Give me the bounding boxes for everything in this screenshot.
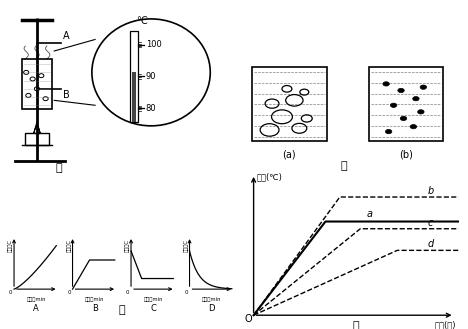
Text: (b): (b) — [399, 150, 413, 160]
Polygon shape — [34, 122, 40, 133]
Bar — [132, 72, 136, 122]
Bar — [130, 31, 138, 122]
Circle shape — [386, 129, 392, 134]
Circle shape — [417, 110, 424, 114]
Text: 温度／C: 温度／C — [66, 239, 72, 252]
Text: O: O — [245, 314, 252, 324]
Circle shape — [410, 125, 417, 129]
Text: 时间／min: 时间／min — [202, 297, 221, 302]
Text: a: a — [366, 209, 373, 219]
Text: 100: 100 — [146, 40, 161, 49]
Text: d: d — [428, 240, 434, 249]
Text: 时间／min: 时间／min — [144, 297, 163, 302]
Text: 温度／C: 温度／C — [183, 239, 189, 252]
Text: 温度(℃): 温度(℃) — [256, 172, 283, 182]
Text: 乙: 乙 — [341, 161, 347, 171]
Text: (a): (a) — [283, 150, 296, 160]
Circle shape — [400, 116, 407, 120]
Circle shape — [420, 85, 426, 89]
Text: 0: 0 — [67, 290, 71, 295]
Circle shape — [383, 82, 389, 86]
Text: 80: 80 — [146, 104, 156, 113]
Text: 甲: 甲 — [55, 163, 62, 173]
Text: 丁: 丁 — [353, 321, 359, 329]
Text: 0: 0 — [126, 290, 129, 295]
Circle shape — [398, 88, 404, 93]
Text: B: B — [63, 90, 70, 100]
Text: 时间／min: 时间／min — [27, 297, 46, 302]
Text: B: B — [92, 304, 98, 313]
Text: A: A — [63, 31, 69, 41]
Ellipse shape — [92, 19, 210, 126]
Text: 0: 0 — [9, 290, 12, 295]
Text: c: c — [428, 218, 433, 228]
Text: 温度／C: 温度／C — [8, 239, 13, 252]
Bar — [252, 67, 327, 141]
Bar — [22, 59, 52, 109]
Text: 丙: 丙 — [118, 305, 125, 315]
Text: 0: 0 — [184, 290, 188, 295]
Text: 温度／C: 温度／C — [125, 239, 130, 252]
Text: D: D — [209, 304, 215, 313]
Bar — [369, 67, 443, 141]
Text: 时间／min: 时间／min — [85, 297, 104, 302]
Circle shape — [413, 97, 419, 101]
Bar — [25, 133, 49, 145]
Text: C: C — [150, 304, 156, 313]
Text: 90: 90 — [146, 72, 156, 81]
Text: ℃: ℃ — [136, 16, 147, 26]
Circle shape — [390, 103, 397, 107]
Text: 时间(分): 时间(分) — [435, 320, 457, 329]
Text: b: b — [428, 186, 434, 196]
Text: A: A — [33, 304, 39, 313]
